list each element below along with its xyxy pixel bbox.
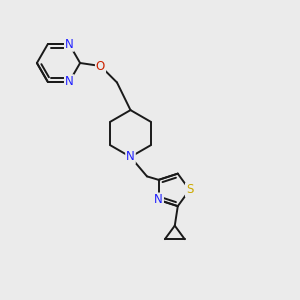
Text: S: S [186, 183, 193, 196]
Text: O: O [96, 59, 105, 73]
Text: N: N [65, 75, 74, 88]
Text: N: N [126, 150, 135, 164]
Text: N: N [65, 38, 74, 51]
Text: N: N [154, 194, 163, 206]
